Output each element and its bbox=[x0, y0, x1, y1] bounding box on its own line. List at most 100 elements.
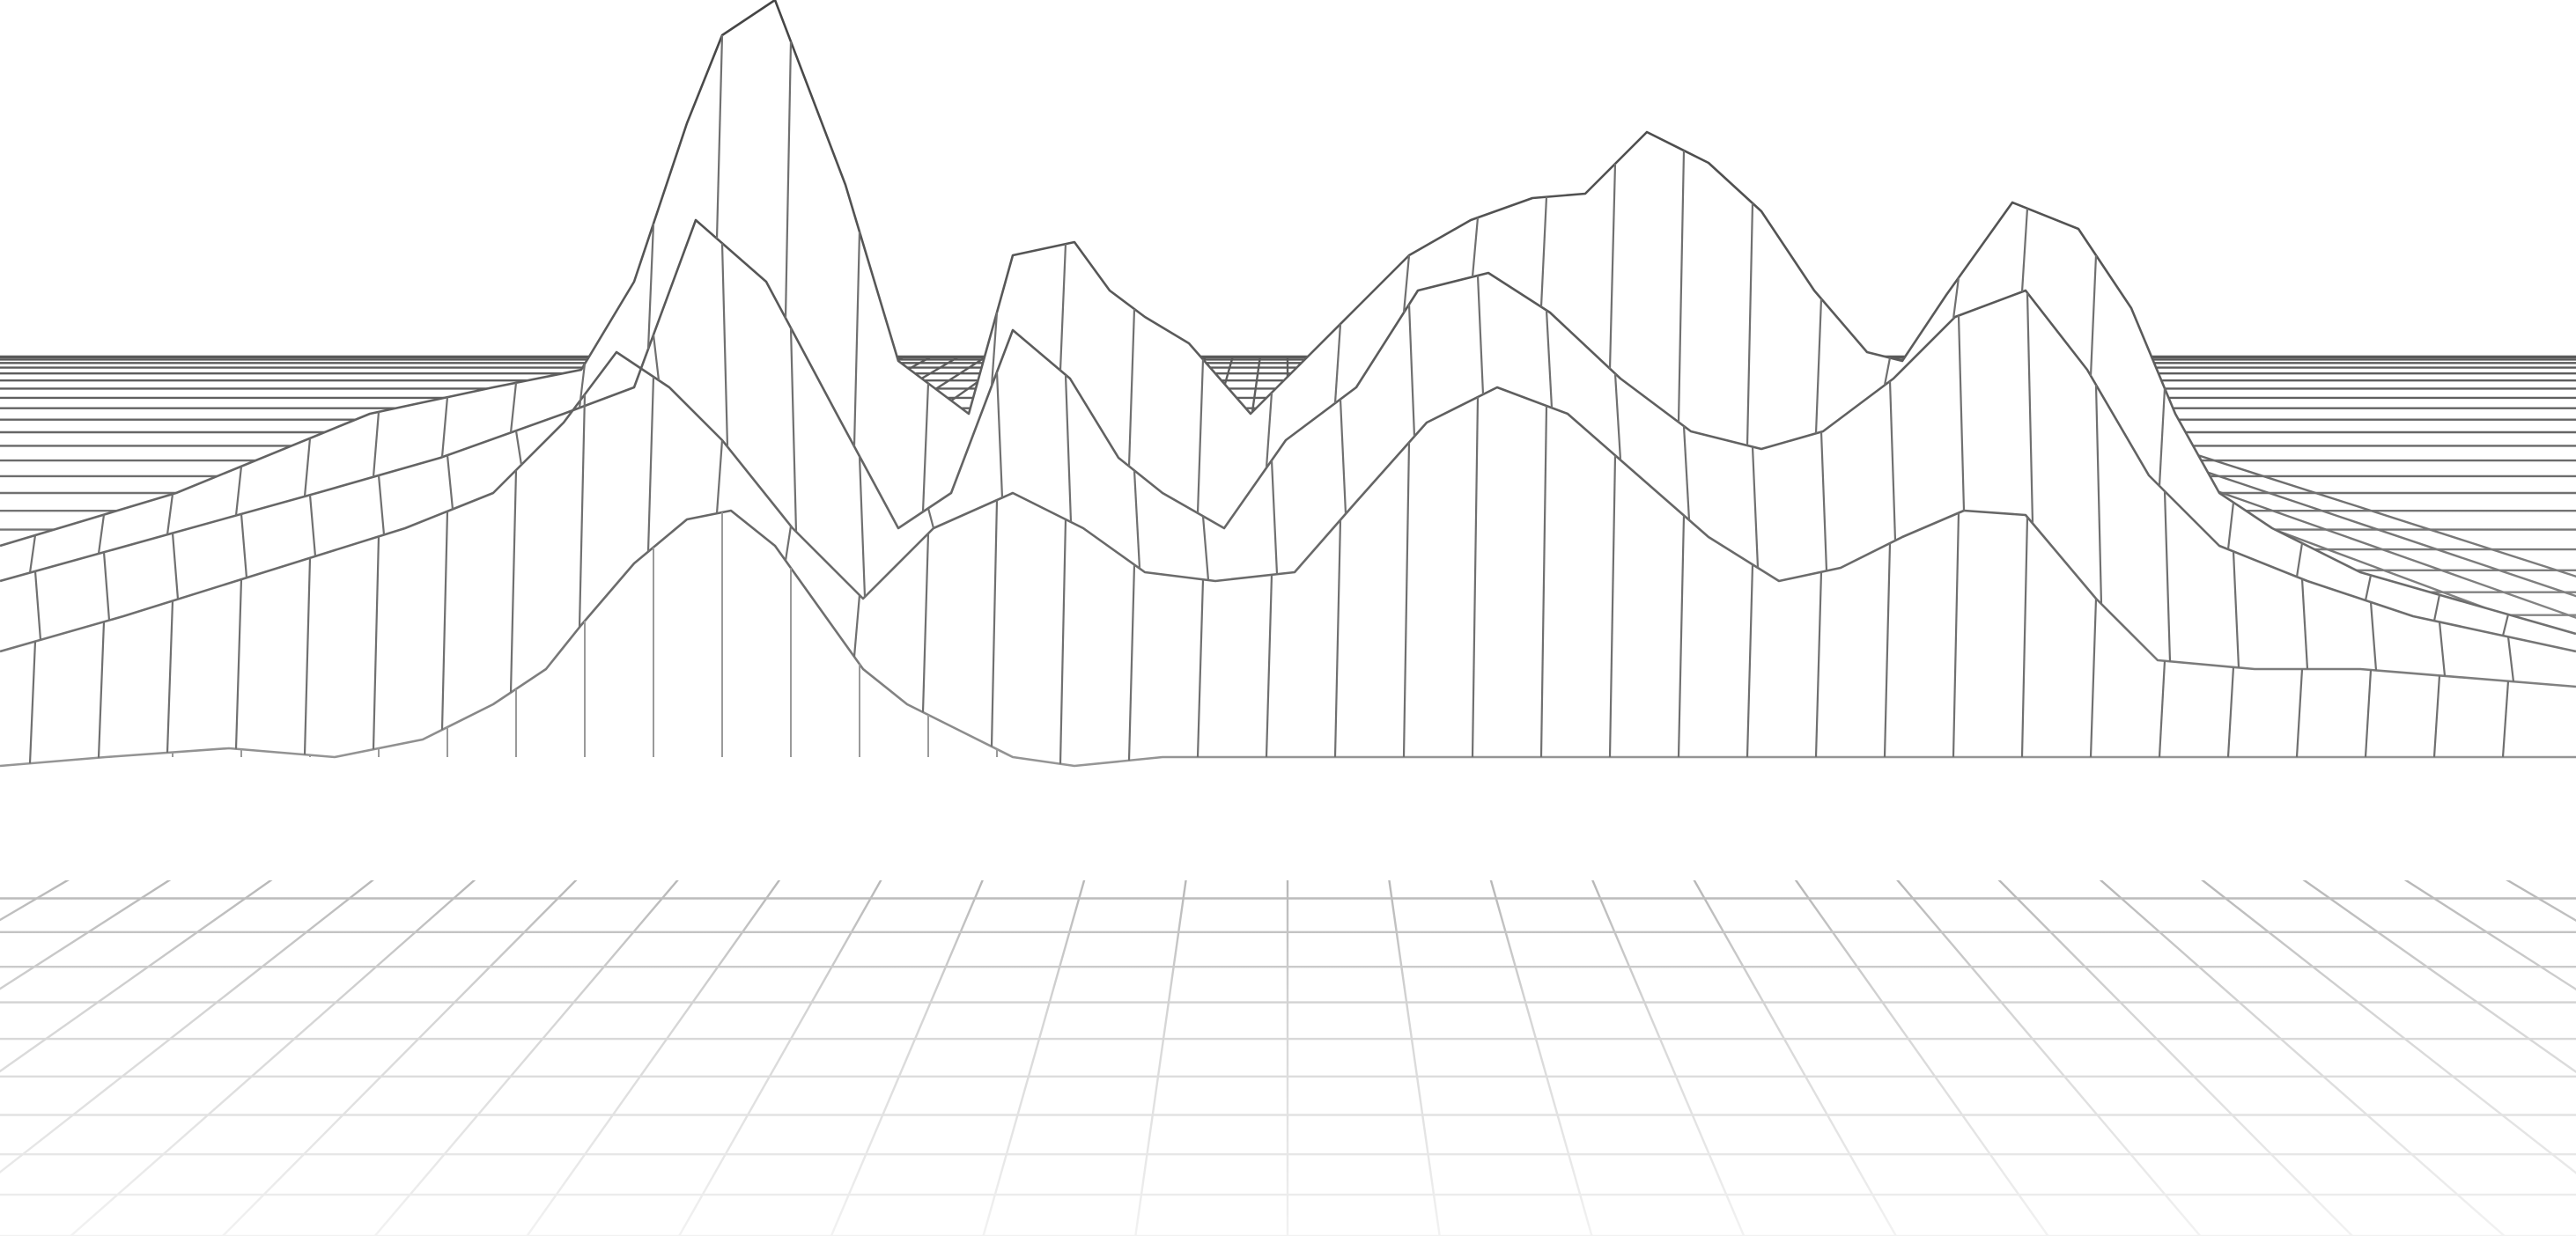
ridge-strut bbox=[1201, 516, 1210, 581]
ridge-strut bbox=[2158, 660, 2166, 758]
ridge-strut bbox=[921, 383, 930, 512]
ridge-strut bbox=[303, 438, 312, 497]
ridge-strut bbox=[1608, 163, 1617, 369]
ridge-strut bbox=[990, 499, 999, 747]
ridge-strut bbox=[1471, 217, 1480, 277]
ridge-strut bbox=[509, 469, 518, 693]
ridge-strut bbox=[1957, 315, 1966, 511]
ridge-strut bbox=[1265, 574, 1273, 758]
ridge-strut bbox=[446, 454, 454, 510]
ridge-strut bbox=[303, 557, 312, 755]
ridge-strut bbox=[2369, 601, 2378, 671]
ridge-strut bbox=[1339, 399, 1347, 514]
ridge-strut bbox=[1883, 542, 1892, 758]
grid-converging-line bbox=[1834, 355, 2576, 619]
ridge-strut bbox=[1819, 431, 1828, 571]
ridge-strut bbox=[234, 466, 243, 516]
ridge-strut bbox=[2506, 636, 2515, 682]
ridge-strut bbox=[2020, 517, 2029, 758]
ridge-strut bbox=[1407, 304, 1416, 437]
ridge-strut bbox=[1682, 425, 1691, 520]
ridge-strut bbox=[1333, 519, 1342, 758]
ridge-strut bbox=[1751, 446, 1760, 569]
ridge-strut bbox=[1402, 254, 1411, 313]
ridge-strut bbox=[1746, 564, 1754, 758]
ridge-strut bbox=[1883, 357, 1892, 386]
ridge-strut bbox=[2094, 385, 2103, 605]
ridge-strut bbox=[715, 34, 724, 239]
ridge-strut bbox=[1888, 380, 1897, 541]
ridge-strut bbox=[171, 533, 180, 600]
ridge-strut bbox=[2089, 254, 2098, 376]
ridge-line bbox=[0, 0, 2576, 636]
ridge-occluder bbox=[0, 511, 2576, 792]
ridge-strut bbox=[1471, 396, 1480, 758]
ridge-strut bbox=[1545, 310, 1554, 408]
ridge-strut bbox=[1539, 405, 1548, 758]
ridge-strut bbox=[1265, 392, 1273, 468]
ridge-strut bbox=[240, 513, 248, 578]
ridge-strut bbox=[1677, 150, 1686, 423]
ridge-strut bbox=[1133, 470, 1141, 569]
ridge-strut bbox=[1814, 571, 1823, 758]
ridge-strut bbox=[1270, 460, 1279, 575]
ridge-strut bbox=[646, 376, 655, 552]
ridge-strut bbox=[2300, 578, 2309, 670]
ridge-strut bbox=[377, 475, 386, 535]
ridge-strut bbox=[2432, 675, 2441, 758]
ridge-strut bbox=[2089, 598, 2098, 758]
ridge-strut bbox=[166, 600, 174, 754]
ridge-strut bbox=[784, 41, 793, 319]
ridge-strut bbox=[514, 430, 523, 466]
ridge-strut bbox=[2295, 668, 2304, 758]
ridge-strut bbox=[2438, 622, 2447, 676]
ridge-strut bbox=[1196, 359, 1205, 513]
ridge-strut bbox=[308, 495, 317, 556]
ridge-strut bbox=[2501, 681, 2510, 758]
ridge-strut bbox=[578, 364, 587, 408]
ridge-strut bbox=[2364, 669, 2373, 758]
ridge-strut bbox=[2158, 388, 2166, 487]
ridge-strut bbox=[2295, 542, 2304, 578]
ridge-strut bbox=[646, 223, 655, 349]
ridge-line bbox=[0, 509, 2576, 768]
ridge-strut bbox=[28, 641, 37, 764]
ridge-strut bbox=[33, 570, 42, 640]
ridge-strut bbox=[1402, 442, 1411, 758]
ridge-strut bbox=[97, 514, 106, 555]
ridge-strut bbox=[1064, 374, 1073, 523]
ridge-strut bbox=[995, 372, 1004, 498]
ridge-strut bbox=[372, 536, 380, 750]
ridge-strut bbox=[440, 511, 449, 731]
ridge-strut bbox=[1333, 323, 1342, 404]
ridge-strut bbox=[97, 622, 106, 758]
ridge-strut bbox=[1952, 277, 1960, 320]
ridge-strut bbox=[1608, 455, 1617, 758]
ridge-strut bbox=[2020, 208, 2029, 292]
ridge-strut bbox=[509, 382, 518, 433]
ridge-strut bbox=[1539, 196, 1548, 307]
ridge-strut bbox=[858, 456, 867, 598]
ridge-strut bbox=[853, 232, 861, 447]
ridge-strut bbox=[2501, 614, 2510, 636]
ridge-strut bbox=[2226, 502, 2235, 550]
ridge-strut bbox=[234, 579, 243, 749]
grid-converging-line bbox=[1889, 355, 2576, 578]
ridge-strut bbox=[1127, 564, 1136, 761]
ridge-strut bbox=[1677, 515, 1686, 758]
ridge-strut bbox=[1952, 512, 1960, 758]
ridge-strut bbox=[372, 411, 380, 477]
ridge-strut bbox=[1613, 373, 1622, 460]
ridge-strut bbox=[2432, 594, 2441, 622]
ridge-strut bbox=[1476, 275, 1485, 395]
ridge-strut bbox=[1127, 308, 1136, 467]
mountain-range bbox=[0, 0, 2576, 792]
ridge-strut bbox=[1059, 519, 1067, 764]
ridge-strut bbox=[853, 594, 861, 658]
ridge-strut bbox=[102, 552, 111, 621]
ridge-strut bbox=[2226, 666, 2235, 758]
ridge-strut bbox=[1059, 244, 1067, 371]
ridge-strut bbox=[1814, 298, 1823, 434]
